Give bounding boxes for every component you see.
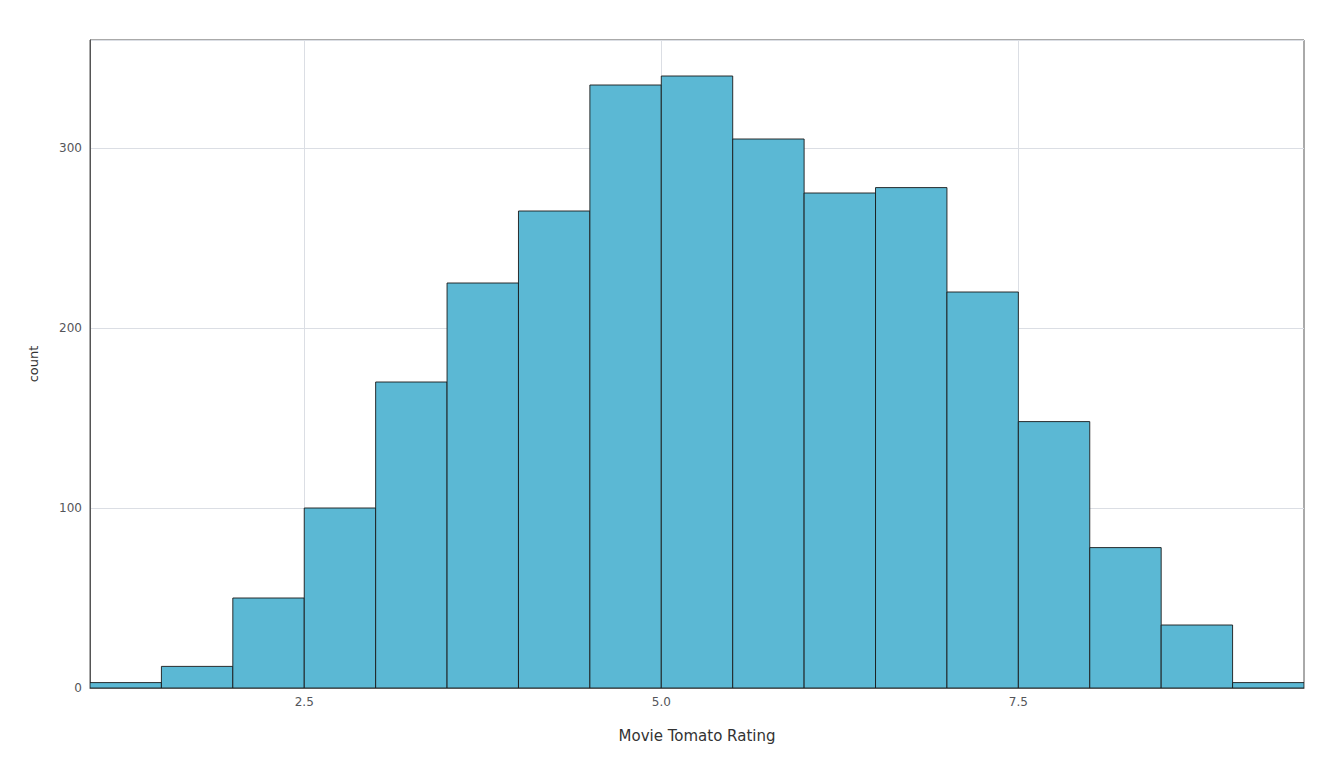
svg-text:0: 0 — [74, 681, 82, 695]
svg-text:200: 200 — [59, 321, 82, 335]
svg-text:Movie Tomato Rating: Movie Tomato Rating — [619, 727, 776, 745]
svg-text:5.0: 5.0 — [652, 695, 671, 709]
svg-text:2.5: 2.5 — [295, 695, 314, 709]
svg-text:7.5: 7.5 — [1009, 695, 1028, 709]
svg-text:100: 100 — [59, 501, 82, 515]
svg-text:count: count — [26, 346, 41, 383]
svg-text:300: 300 — [59, 141, 82, 155]
